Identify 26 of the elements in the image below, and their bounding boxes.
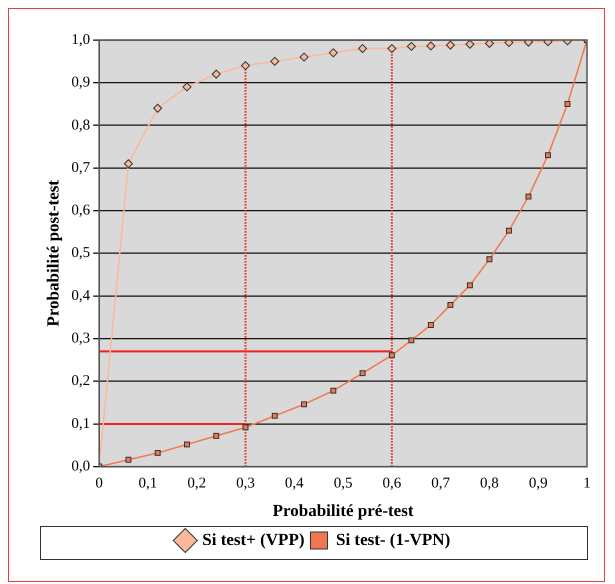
- x-tick-label: 0: [95, 476, 103, 492]
- y-tick-label: 0,5: [71, 245, 90, 262]
- x-axis-title: Probabilité pré-test: [272, 501, 414, 520]
- y-tick-label: 0,6: [71, 202, 91, 219]
- y-tick-label: 0,4: [71, 288, 91, 304]
- x-tick-label: 0,2: [187, 476, 206, 492]
- x-tick-label: 1: [583, 476, 591, 492]
- y-tick-label: 0,7: [71, 160, 91, 176]
- y-tick-label: 0,0: [71, 458, 90, 475]
- x-tick-label: 0,3: [236, 476, 255, 492]
- x-tick-label: 0,5: [334, 476, 352, 492]
- legend-label: Si test+ (VPP): [202, 530, 304, 549]
- legend-label: Si test- (1-VPN): [336, 530, 450, 549]
- x-tick-label: 0,6: [382, 476, 402, 492]
- y-tick-label: 0,3: [71, 330, 90, 347]
- y-tick-label: 0,2: [71, 373, 90, 390]
- y-tick-label: 0,9: [71, 74, 90, 91]
- x-tick-label: 0,9: [528, 476, 548, 492]
- x-tick-label: 0,8: [480, 476, 499, 492]
- y-tick-label: 1,0: [71, 32, 90, 48]
- y-axis-title: Probabilité post-test: [44, 180, 63, 327]
- x-tick-label: 0,4: [284, 476, 304, 492]
- y-tick-label: 0,8: [71, 117, 90, 134]
- x-tick-label: 0,1: [138, 476, 158, 492]
- y-tick-label: 0,1: [71, 416, 90, 432]
- x-tick-label: 0,7: [431, 476, 451, 492]
